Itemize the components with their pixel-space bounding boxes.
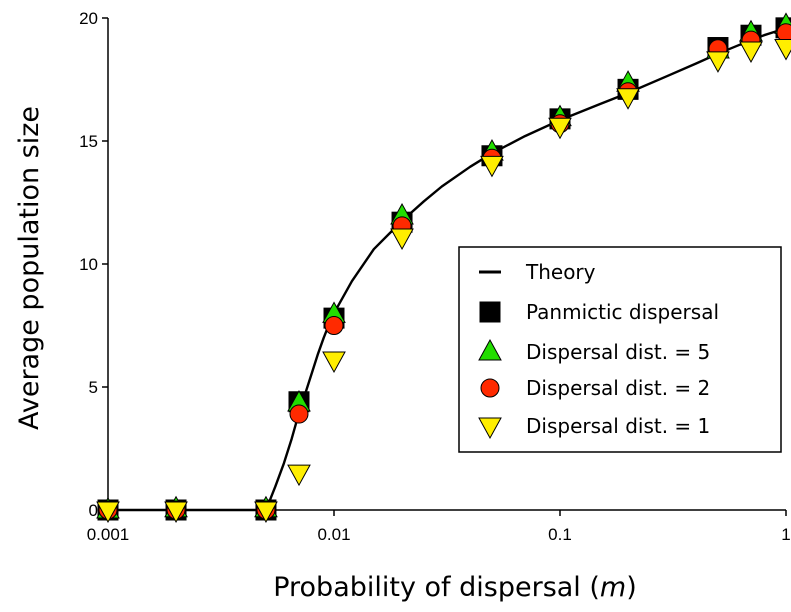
y-tick-label: 10 [79, 255, 98, 274]
x-tick-label: 0.001 [87, 525, 130, 544]
data-point-triangle-down [774, 39, 791, 61]
legend: Theory Panmictic dispersal Dispersal dist.… [458, 246, 782, 453]
data-point-triangle-down [164, 501, 188, 524]
data-point-circle [324, 316, 344, 335]
y-tick-label: 0 [89, 501, 98, 520]
data-point-triangle-down [739, 41, 763, 64]
y-axis-title: Average population size [14, 106, 45, 430]
x-tick-label: 0.1 [548, 525, 572, 544]
data-point-circle [289, 404, 309, 424]
x-axis-title-prefix: Probability of dispersal ( [273, 572, 600, 603]
data-point-triangle-down [616, 88, 640, 110]
data-point-triangle-down [287, 464, 311, 487]
legend-swatch-square [479, 301, 501, 323]
x-axis-title-suffix: ) [626, 572, 637, 603]
data-point-triangle-down [322, 351, 346, 373]
legend-theory-label: Theory [525, 260, 596, 284]
data-point-triangle-down [480, 155, 504, 178]
x-tick-label: 1 [781, 525, 790, 544]
data-point-triangle-down [706, 51, 730, 73]
data-point-triangle-down [548, 117, 572, 140]
x-tick-label: 0.01 [317, 525, 350, 544]
legend-label: Dispersal dist. = 5 [526, 340, 710, 364]
y-tick-label: 15 [79, 132, 98, 151]
data-point-triangle-down [254, 501, 278, 524]
y-tick-label: 5 [89, 378, 98, 397]
data-point-triangle-down [390, 228, 414, 250]
x-axis-title: Probability of dispersal (m) [273, 572, 637, 603]
legend-swatch-circle [480, 378, 500, 398]
series-triangle-down [96, 39, 791, 524]
x-axis-title-variable: m [600, 572, 626, 603]
y-tick-label: 20 [79, 9, 98, 28]
legend-label: Panmictic dispersal [526, 300, 719, 324]
legend-label: Dispersal dist. = 1 [526, 414, 710, 438]
legend-label: Dispersal dist. = 2 [526, 376, 710, 400]
legend-swatch-triangle-up [478, 338, 502, 361]
data-point-triangle-down [96, 501, 120, 524]
points-layer [96, 12, 791, 524]
legend-box [458, 246, 782, 453]
legend-swatch-triangle-down [478, 417, 502, 440]
